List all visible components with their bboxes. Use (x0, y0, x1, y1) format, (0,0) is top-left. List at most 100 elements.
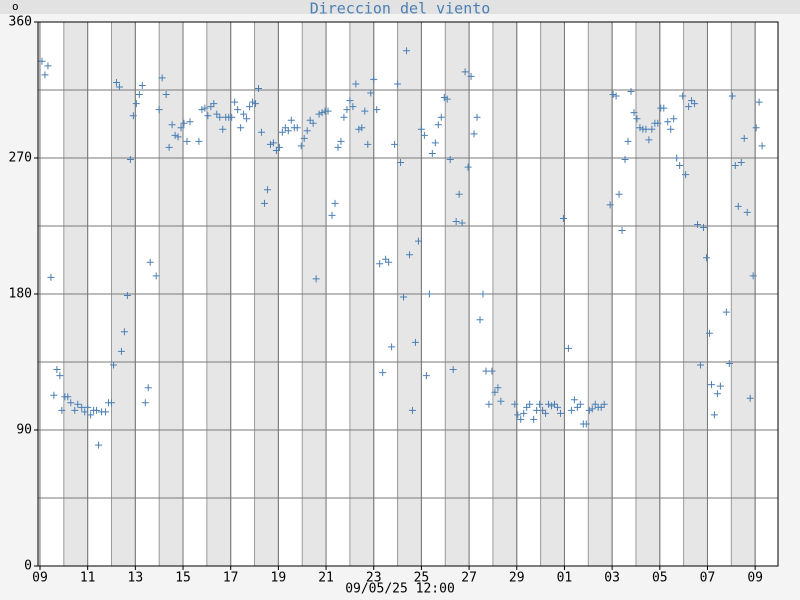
x-tick-label: 07 (700, 571, 716, 586)
x-tick-label: 21 (318, 571, 334, 586)
point (318, 109, 326, 117)
point (548, 402, 556, 410)
point (615, 190, 623, 198)
point (297, 142, 305, 150)
point (461, 68, 469, 76)
x-tick-label: 03 (604, 571, 620, 586)
point (476, 316, 484, 324)
point (517, 415, 525, 423)
point (263, 186, 271, 194)
point (536, 400, 544, 408)
point (255, 84, 263, 92)
point (379, 369, 387, 377)
point (664, 118, 672, 126)
point (252, 100, 260, 108)
point (728, 92, 736, 100)
point (545, 400, 553, 408)
point (685, 103, 693, 111)
point (458, 219, 466, 227)
point (600, 400, 608, 408)
point (743, 208, 751, 216)
point (700, 224, 708, 232)
point (228, 113, 236, 121)
point (117, 347, 125, 355)
point (585, 406, 593, 414)
point (618, 227, 626, 235)
point (511, 400, 519, 408)
point (207, 103, 215, 111)
point (428, 149, 436, 157)
point (420, 131, 428, 139)
point (269, 139, 277, 147)
point (364, 140, 372, 148)
point (249, 98, 257, 106)
point (394, 80, 402, 88)
point (710, 411, 718, 419)
point (183, 137, 191, 145)
point (449, 366, 457, 374)
point (78, 403, 86, 411)
point (612, 92, 620, 100)
point (749, 272, 757, 280)
point (403, 47, 411, 55)
point (755, 98, 763, 106)
point (446, 156, 454, 164)
point (95, 441, 103, 449)
point (667, 125, 675, 133)
point (388, 343, 396, 351)
x-tick-label: 29 (509, 571, 525, 586)
point (621, 156, 629, 164)
point (400, 293, 408, 301)
point (636, 124, 644, 132)
point (278, 128, 286, 136)
y-unit: o (12, 0, 19, 13)
point (152, 272, 160, 280)
x-tick-label: 11 (80, 571, 96, 586)
point (50, 391, 58, 399)
point (670, 115, 678, 123)
point (551, 400, 559, 408)
point (479, 290, 487, 298)
point (464, 163, 472, 171)
point (494, 384, 502, 392)
point (597, 403, 605, 411)
x-tick-label: 17 (223, 571, 239, 586)
point (243, 115, 251, 123)
point (591, 400, 599, 408)
x-tick-label: 01 (557, 571, 573, 586)
point (84, 403, 92, 411)
point (606, 201, 614, 209)
point (216, 113, 224, 121)
point (343, 106, 351, 114)
point (633, 115, 641, 123)
point (467, 72, 475, 80)
point (630, 109, 638, 117)
point (520, 409, 528, 417)
point (539, 406, 547, 414)
point (67, 399, 75, 407)
point (198, 106, 206, 114)
point (725, 360, 733, 368)
point (331, 199, 339, 207)
point (266, 140, 274, 148)
point (123, 292, 131, 300)
point (716, 382, 724, 390)
point (440, 94, 448, 102)
point (234, 106, 242, 114)
point (135, 91, 143, 99)
point (306, 116, 314, 124)
point (174, 133, 182, 141)
y-tick-label: 0 (24, 559, 32, 574)
point (177, 124, 185, 132)
point (691, 100, 699, 108)
point (38, 57, 46, 65)
point (553, 403, 561, 411)
point (470, 130, 478, 138)
x-axis-label: 09/05/25 12:00 (345, 582, 455, 597)
point (482, 367, 490, 375)
point (376, 260, 384, 268)
point (523, 403, 531, 411)
point (240, 110, 248, 118)
point (434, 121, 442, 129)
